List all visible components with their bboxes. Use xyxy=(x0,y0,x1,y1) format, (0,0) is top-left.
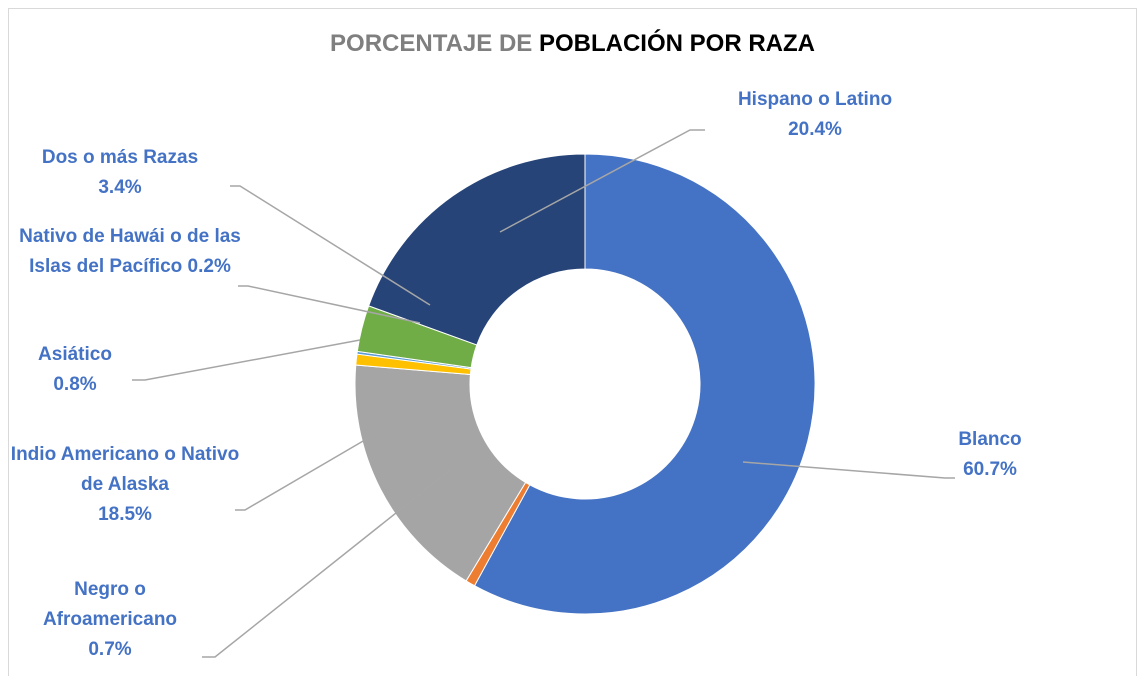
leader-line xyxy=(742,461,955,479)
category-label: Asiático xyxy=(38,344,112,365)
leader-line xyxy=(202,469,451,658)
value-label: 20.4% xyxy=(788,119,842,140)
value-label: 0.8% xyxy=(53,374,97,395)
donut-slice xyxy=(368,153,586,346)
category-label: Hispano o Latino xyxy=(737,89,893,110)
value-label: 0.7% xyxy=(88,639,132,660)
data-label: Dos o más Razas 3.4% xyxy=(5,143,235,203)
leader-line xyxy=(235,436,371,511)
leader-line xyxy=(238,285,421,324)
title-part: POBLACIÓN POR RAZA xyxy=(538,30,815,57)
data-label: Indio Americano o Nativo de Alaska 18.5% xyxy=(5,440,245,530)
chart-title: PORCENTAJE DE POBLACIÓN POR RAZA xyxy=(0,30,1145,58)
leader-line xyxy=(230,185,431,306)
category-label: Negro o Afroamericano xyxy=(42,579,178,630)
data-label: Nativo de Hawái o de las Islas del Pacíf… xyxy=(5,222,255,282)
value-label: 3.4% xyxy=(98,177,142,198)
category-label: Blanco xyxy=(958,429,1022,450)
data-label: Blanco 60.7% xyxy=(930,425,1050,485)
category-label: Indio Americano o Nativo de Alaska xyxy=(10,444,240,495)
value-label: 18.5% xyxy=(98,504,152,525)
value-label: 60.7% xyxy=(963,459,1017,480)
value-label: 0.2% xyxy=(187,256,231,277)
data-label: Hispano o Latino 20.4% xyxy=(690,85,940,145)
data-label: Negro o Afroamericano 0.7% xyxy=(20,575,200,665)
leader-line xyxy=(499,129,705,233)
donut-slice xyxy=(473,153,816,615)
chart-border xyxy=(8,8,1137,676)
leader-line xyxy=(132,339,361,381)
data-label: Asiático 0.8% xyxy=(20,340,130,400)
leader-lines xyxy=(132,129,955,658)
category-label: Dos o más Razas xyxy=(41,147,199,168)
donut-slice xyxy=(354,364,527,582)
category-label: Nativo de Hawái o de las Islas del Pacíf… xyxy=(19,226,241,277)
title-part: PORCENTAJE DE xyxy=(330,30,533,57)
